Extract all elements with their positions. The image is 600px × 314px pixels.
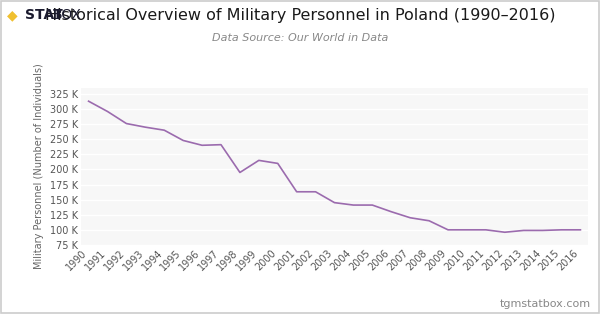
Text: BOX: BOX <box>53 8 82 22</box>
Text: Historical Overview of Military Personnel in Poland (1990–2016): Historical Overview of Military Personne… <box>45 8 555 23</box>
Text: Data Source: Our World in Data: Data Source: Our World in Data <box>212 33 388 43</box>
Text: ◆: ◆ <box>7 8 18 22</box>
Text: STAT: STAT <box>25 8 63 22</box>
Y-axis label: Military Personnel (Number of Individuals): Military Personnel (Number of Individual… <box>34 63 44 269</box>
Text: tgmstatbox.com: tgmstatbox.com <box>500 299 591 309</box>
